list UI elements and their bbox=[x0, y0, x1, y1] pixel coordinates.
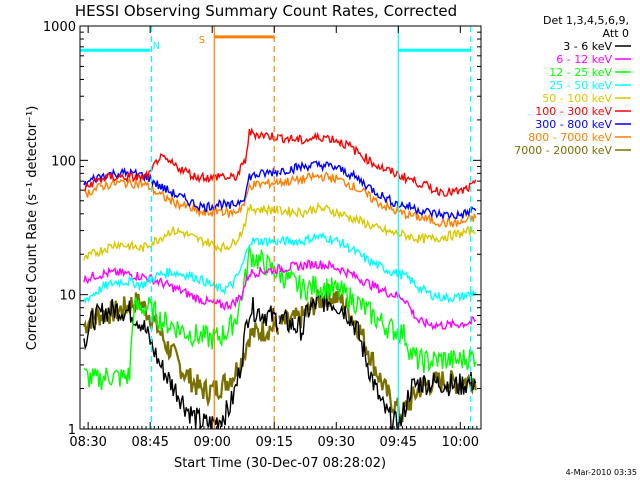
y-tick-label: 1000 bbox=[43, 20, 76, 35]
series-line-5-b bbox=[278, 201, 476, 244]
x-tick-label: 09:15 bbox=[256, 435, 293, 450]
legend-label-8: 800 - 7000 keV bbox=[528, 131, 612, 144]
y-tick-label: 100 bbox=[51, 154, 76, 169]
series-group bbox=[82, 127, 477, 430]
series-line-7-a bbox=[83, 166, 279, 213]
x-tick-label: 09:45 bbox=[380, 435, 417, 450]
y-tick-label: 10 bbox=[59, 289, 76, 304]
axis-group: 08:30 08:45 09:00 09:15 09:30 09:45 10:00 1 10 10… bbox=[43, 20, 481, 450]
series-line-4-b bbox=[278, 231, 477, 304]
series-line-5-a bbox=[83, 203, 279, 261]
series-line-9-b bbox=[278, 283, 477, 423]
legend-label-2: 6 - 12 keV bbox=[556, 53, 612, 66]
legend-label-7: 300 - 800 keV bbox=[535, 118, 612, 131]
legend-label-1: 3 - 6 keV bbox=[563, 40, 612, 53]
series-line-2-a bbox=[83, 264, 279, 311]
y-axis-label: Corrected Count Rate (s⁻¹ detector⁻¹) bbox=[25, 106, 40, 351]
series-line-3-b bbox=[278, 268, 477, 373]
annotation-s: S bbox=[199, 35, 205, 46]
marker-group: NS bbox=[80, 26, 472, 429]
legend-header-line: Det 1,3,4,5,6,9, bbox=[543, 14, 629, 27]
series-line-7-b bbox=[278, 160, 477, 220]
y-tick-label: 1 bbox=[68, 423, 76, 438]
x-tick-label: 08:30 bbox=[69, 435, 106, 450]
series-line-8-b bbox=[278, 171, 477, 228]
series-line-9-a bbox=[82, 292, 280, 408]
series-line-1-a bbox=[83, 297, 279, 430]
legend-label-3: 12 - 25 keV bbox=[549, 66, 612, 79]
series-line-2-b bbox=[278, 259, 477, 331]
series-line-8-a bbox=[83, 175, 279, 218]
date-stamp: 4-Mar-2010 03:35 bbox=[566, 468, 637, 477]
legend-header-line: Att 0 bbox=[603, 27, 629, 40]
legend-label-4: 25 - 50 keV bbox=[549, 79, 612, 92]
x-tick-label: 08:45 bbox=[131, 435, 168, 450]
annotation-n: N bbox=[153, 41, 160, 52]
legend-label-6: 100 - 300 keV bbox=[535, 105, 612, 118]
legend-label-9: 7000 - 20000 keV bbox=[514, 144, 612, 157]
x-tick-label: 10:00 bbox=[442, 435, 479, 450]
x-tick-label: 09:00 bbox=[193, 435, 230, 450]
plot-frame bbox=[79, 25, 482, 430]
series-line-6-a bbox=[83, 127, 279, 191]
series-line-4-a bbox=[83, 236, 279, 305]
x-axis-label: Start Time (30-Dec-07 08:28:02) bbox=[174, 456, 386, 471]
legend-label-5: 50 - 100 keV bbox=[542, 92, 612, 105]
chart-title: HESSI Observing Summary Count Rates, Cor… bbox=[75, 2, 457, 20]
series-line-1-b bbox=[278, 289, 477, 430]
x-tick-label: 09:30 bbox=[318, 435, 355, 450]
series-line-6-b bbox=[278, 131, 477, 197]
